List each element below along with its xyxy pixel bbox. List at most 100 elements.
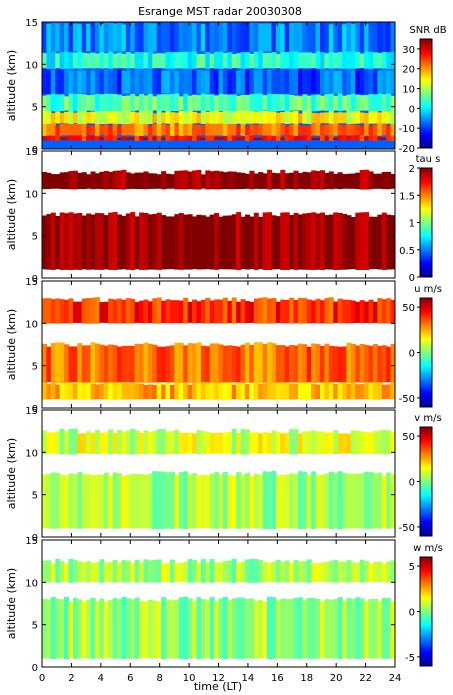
band-cell (205, 49, 211, 69)
y-tick-label: 10 (25, 448, 38, 459)
y-tick-label: 5 (32, 232, 38, 243)
band-cell (377, 561, 383, 583)
band-cell (112, 93, 118, 111)
band-cell (386, 49, 392, 69)
band-cell (240, 597, 246, 659)
band-cell (355, 51, 361, 69)
band-cell (372, 344, 378, 383)
band-cell (253, 600, 259, 659)
band-cell (231, 214, 237, 270)
band-cell (328, 92, 334, 112)
band-cell (86, 112, 92, 124)
band-cell (381, 299, 387, 324)
band-cell (231, 123, 237, 136)
band-cell (390, 108, 395, 125)
x-tick-label: 16 (271, 673, 284, 684)
band-cell (253, 559, 259, 583)
band-cell (86, 298, 92, 324)
band-cell (240, 109, 246, 124)
band-cell (324, 561, 330, 583)
band-cell (94, 562, 100, 583)
band-cell (125, 382, 131, 400)
band-cell (72, 383, 78, 400)
band-cell (108, 22, 114, 52)
band-cell (222, 380, 228, 400)
band-cell (178, 170, 184, 190)
band-cell (306, 134, 312, 141)
band-cell (183, 432, 189, 454)
band-cell (86, 345, 92, 383)
band-cell (64, 381, 70, 400)
band-cell (214, 136, 220, 141)
band-cell (81, 381, 87, 400)
band-cell (143, 22, 149, 52)
band-cell (231, 22, 237, 52)
band-cell (328, 133, 334, 141)
band-cell (99, 51, 105, 69)
band-cell (350, 24, 356, 52)
band-cell (386, 92, 392, 112)
band-cell (297, 52, 303, 69)
band-cell (209, 381, 215, 400)
band-cell (381, 212, 387, 270)
colorbar-label: u m/s (414, 284, 442, 295)
band-cell (302, 381, 308, 400)
band-cell (169, 471, 175, 529)
band-cell (156, 93, 162, 111)
band-cell (192, 600, 198, 659)
band-cell (337, 70, 343, 94)
band-cell (311, 22, 317, 52)
band-cell (350, 473, 356, 529)
band-cell (59, 342, 65, 383)
band-cell (200, 125, 206, 136)
band-cell (143, 109, 149, 124)
band-cell (372, 92, 378, 112)
band-cell (231, 54, 237, 69)
band-cell (187, 22, 193, 52)
band-cell (293, 473, 299, 529)
band-cell (139, 474, 145, 529)
band-cell (209, 67, 215, 95)
band-cell (218, 598, 224, 659)
band-cell (55, 111, 61, 124)
band-cell (112, 345, 118, 383)
band-cell (231, 598, 237, 659)
band-cell (94, 53, 100, 69)
band-cell (64, 475, 70, 529)
y-tick-label: 0 (32, 533, 38, 544)
band-cell (386, 384, 392, 400)
colorbar-tick-label: -50 (399, 523, 415, 534)
band-cell (275, 475, 281, 529)
band-cell (249, 598, 255, 659)
band-cell (275, 23, 281, 52)
band-cell (59, 299, 65, 324)
band-cell (386, 134, 392, 141)
band-cell (117, 381, 123, 400)
band-cell (108, 92, 114, 112)
band-cell (192, 299, 198, 324)
y-tick-label: 15 (25, 536, 38, 547)
band-cell (42, 66, 48, 95)
band-cell (161, 112, 167, 124)
band-cell (302, 52, 308, 69)
band-cell (381, 475, 387, 529)
band-cell (342, 50, 348, 69)
band-cell (46, 473, 52, 529)
band-cell (289, 215, 295, 270)
band-cell (72, 170, 78, 190)
band-cell (258, 124, 264, 136)
band-cell (253, 173, 259, 189)
band-cell (244, 384, 250, 400)
band-cell (236, 472, 242, 529)
band-cell (103, 215, 109, 270)
band-cell (218, 70, 224, 94)
band-cell (178, 472, 184, 529)
band-cell (165, 380, 171, 400)
band-cell (130, 382, 136, 400)
band-cell (364, 23, 370, 52)
band-cell (271, 172, 277, 189)
band-cell (249, 380, 255, 400)
band-cell (81, 172, 87, 190)
band-cell (231, 475, 237, 529)
band-cell (130, 137, 136, 141)
